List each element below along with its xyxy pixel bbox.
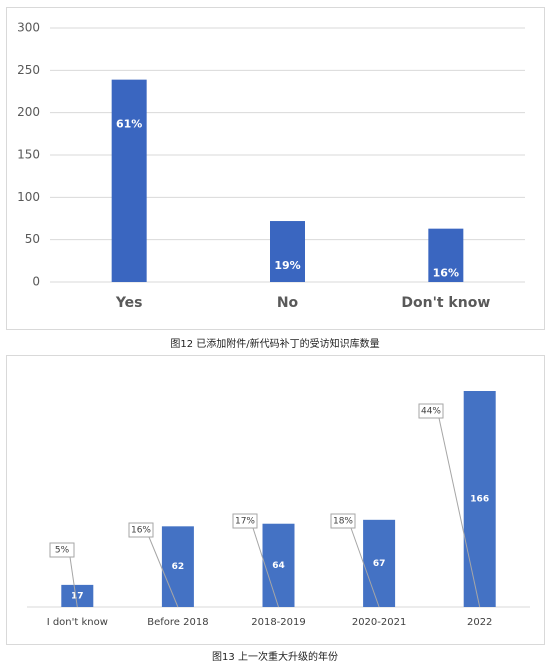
callout-line <box>148 536 179 608</box>
value-label: 166 <box>470 495 489 505</box>
y-tick-label: 0 <box>32 275 40 289</box>
y-tick-label: 50 <box>25 232 40 246</box>
x-tick-label: 2022 <box>467 617 492 628</box>
callout-line <box>252 527 279 608</box>
y-tick-label: 250 <box>17 63 40 77</box>
x-tick-label: Before 2018 <box>147 617 208 628</box>
x-tick-label: Yes <box>115 295 143 311</box>
bar <box>111 79 147 282</box>
bar <box>61 584 94 607</box>
bar <box>161 526 194 607</box>
caption: 图12 已添加附件/新代码补丁的受访知识库数量 <box>170 337 379 350</box>
bar <box>363 519 396 607</box>
y-tick-label: 300 <box>17 21 40 35</box>
x-tick-label: 2018-2019 <box>251 617 306 628</box>
callout-line <box>69 556 78 608</box>
y-tick-label: 200 <box>17 105 40 119</box>
percent-label: 44% <box>421 407 441 417</box>
y-tick-label: 150 <box>17 148 40 162</box>
value-label: 62 <box>172 562 185 572</box>
caption: 图13 上一次重大升级的年份 <box>212 650 338 663</box>
percent-label: 16% <box>433 267 459 280</box>
y-tick-label: 100 <box>17 190 40 204</box>
bar <box>428 228 464 282</box>
value-label: 17 <box>71 591 84 601</box>
value-label: 67 <box>373 559 386 569</box>
percent-label: 19% <box>274 259 300 272</box>
callout-box <box>330 513 356 529</box>
percent-label: 61% <box>116 118 142 131</box>
bar <box>463 391 496 607</box>
percent-label: 5% <box>55 546 70 556</box>
value-label: 64 <box>272 561 285 571</box>
callout-box <box>49 542 75 558</box>
x-tick-label: I don't know <box>47 617 108 628</box>
percent-label: 16% <box>131 526 151 536</box>
callout-line <box>350 527 380 608</box>
callout-line <box>438 417 481 608</box>
x-tick-label: Don't know <box>401 295 490 311</box>
callout-box <box>418 403 444 419</box>
callout-box <box>232 513 258 529</box>
percent-label: 18% <box>333 517 353 527</box>
bar <box>262 523 295 607</box>
percent-label: 17% <box>235 517 255 527</box>
callout-box <box>128 522 154 538</box>
bar <box>270 221 305 282</box>
x-tick-label: 2020-2021 <box>352 617 407 628</box>
x-tick-label: No <box>277 295 299 311</box>
